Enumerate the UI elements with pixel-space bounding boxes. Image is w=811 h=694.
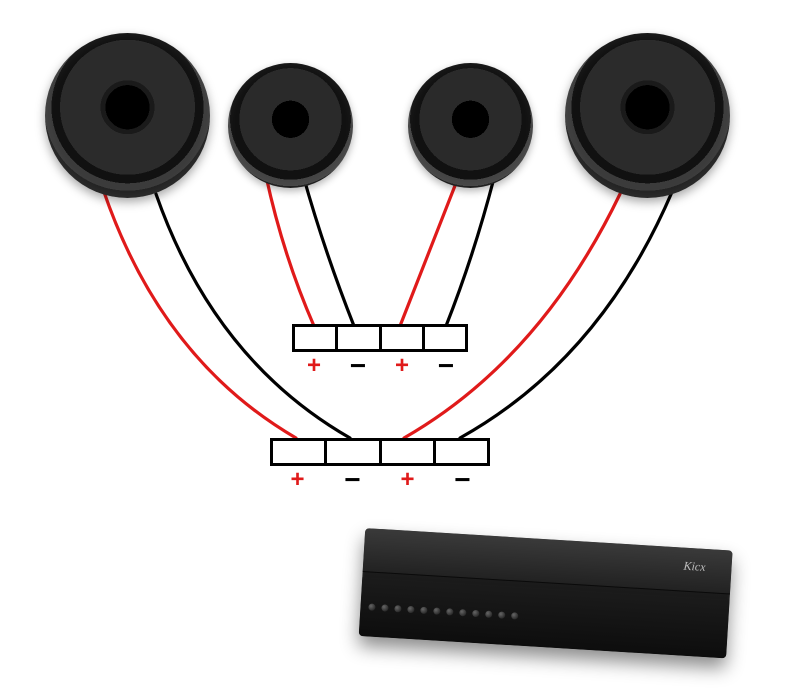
polarity-minus: − [435,468,490,492]
wire-negative [460,192,672,438]
terminal-cell [436,441,487,463]
amp-knob [485,610,492,617]
amp-knob [368,603,375,610]
terminal-block-bottom [270,438,490,466]
amp-knob [394,605,401,612]
amp-knob [511,612,518,619]
terminal-cell [425,327,465,349]
wire-negative [303,175,354,326]
amp-knob [420,606,427,613]
terminal-labels-bottom: +−+− [270,468,490,492]
terminal-cell [382,327,425,349]
terminal-cell [327,441,381,463]
wire-negative [156,194,350,438]
amp-knob [407,606,414,613]
wire-negative [446,178,494,326]
amp-knob [446,608,453,615]
speaker-large-left [45,33,210,198]
terminal-cell [338,327,381,349]
amp-knob [459,609,466,616]
polarity-minus: − [424,354,468,378]
terminal-block-top [292,324,468,352]
polarity-plus: + [380,354,424,378]
polarity-minus: − [325,468,380,492]
speaker-large-right [565,33,730,198]
terminal-cell [295,327,338,349]
terminal-labels-top: +−+− [292,354,468,378]
speaker-small-left [228,63,353,188]
amplifier-brand: Kicx [683,558,706,574]
amp-knob [472,610,479,617]
amp-knob [381,604,388,611]
polarity-minus: − [336,354,380,378]
wire-positive [404,194,620,438]
wire-positive [104,192,296,438]
polarity-plus: + [292,354,336,378]
terminal-cell [273,441,327,463]
amp-knob [433,607,440,614]
wire-positive [266,176,314,326]
amp-knob [498,611,505,618]
diagram-stage: { "canvas": { "width": 811, "height": 69… [0,0,811,694]
polarity-plus: + [380,468,435,492]
polarity-plus: + [270,468,325,492]
amplifier: Kicx [359,528,733,658]
speaker-small-right [408,63,533,188]
terminal-cell [382,441,436,463]
wire-positive [400,178,458,326]
